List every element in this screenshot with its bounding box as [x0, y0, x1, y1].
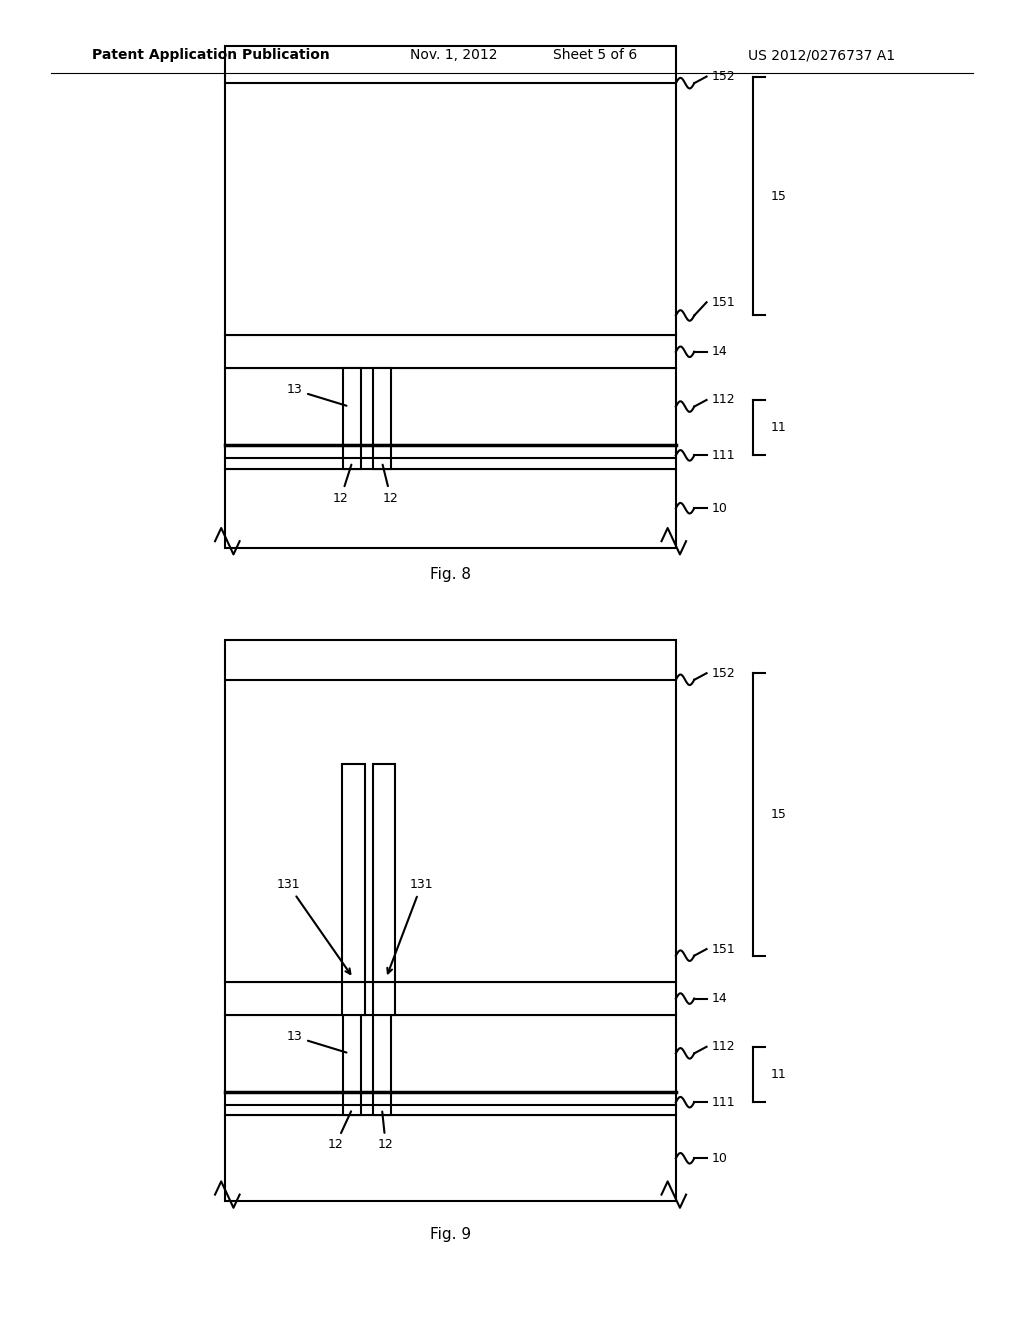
Text: 152: 152	[712, 70, 735, 83]
Text: 111: 111	[712, 449, 735, 462]
Text: 10: 10	[712, 502, 728, 515]
Bar	[373, 1092, 391, 1115]
Bar	[373, 445, 391, 469]
Bar	[343, 1092, 361, 1115]
Text: 12: 12	[328, 1111, 351, 1151]
Bar	[343, 368, 361, 445]
Text: 11: 11	[771, 1068, 786, 1081]
Text: 12: 12	[383, 465, 398, 504]
Bar	[225, 982, 676, 1015]
Text: 151: 151	[712, 296, 735, 309]
Bar	[343, 1015, 361, 1092]
Bar	[225, 46, 676, 335]
Text: 15: 15	[771, 808, 787, 821]
Bar	[342, 982, 365, 1015]
Text: Fig. 8: Fig. 8	[430, 566, 471, 582]
Text: 111: 111	[712, 1096, 735, 1109]
Bar	[373, 368, 391, 445]
Bar	[225, 469, 676, 548]
Text: 10: 10	[712, 1152, 728, 1164]
Text: Patent Application Publication: Patent Application Publication	[92, 49, 330, 62]
Text: 151: 151	[712, 942, 735, 956]
Text: 112: 112	[712, 393, 735, 407]
Text: Nov. 1, 2012: Nov. 1, 2012	[410, 49, 497, 62]
Text: 13: 13	[287, 383, 346, 405]
Text: 131: 131	[276, 878, 350, 974]
Text: Sheet 5 of 6: Sheet 5 of 6	[553, 49, 637, 62]
Bar	[342, 764, 365, 982]
Text: 112: 112	[712, 1040, 735, 1053]
Bar	[373, 764, 395, 982]
Bar	[225, 335, 676, 368]
Text: 14: 14	[712, 346, 727, 358]
Text: 11: 11	[771, 421, 786, 434]
Bar	[343, 445, 361, 469]
Bar	[225, 640, 676, 982]
Text: US 2012/0276737 A1: US 2012/0276737 A1	[748, 49, 895, 62]
Text: 12: 12	[333, 465, 351, 504]
Bar	[225, 368, 676, 469]
Text: 131: 131	[387, 878, 433, 973]
Text: 152: 152	[712, 667, 735, 680]
Text: Fig. 9: Fig. 9	[430, 1226, 471, 1242]
Text: 12: 12	[378, 1111, 393, 1151]
Bar	[225, 1015, 676, 1115]
Bar	[373, 982, 395, 1015]
Bar	[373, 1015, 391, 1092]
Text: 13: 13	[287, 1030, 346, 1052]
Text: 15: 15	[771, 190, 787, 202]
Bar	[225, 1115, 676, 1201]
Text: 14: 14	[712, 993, 727, 1005]
